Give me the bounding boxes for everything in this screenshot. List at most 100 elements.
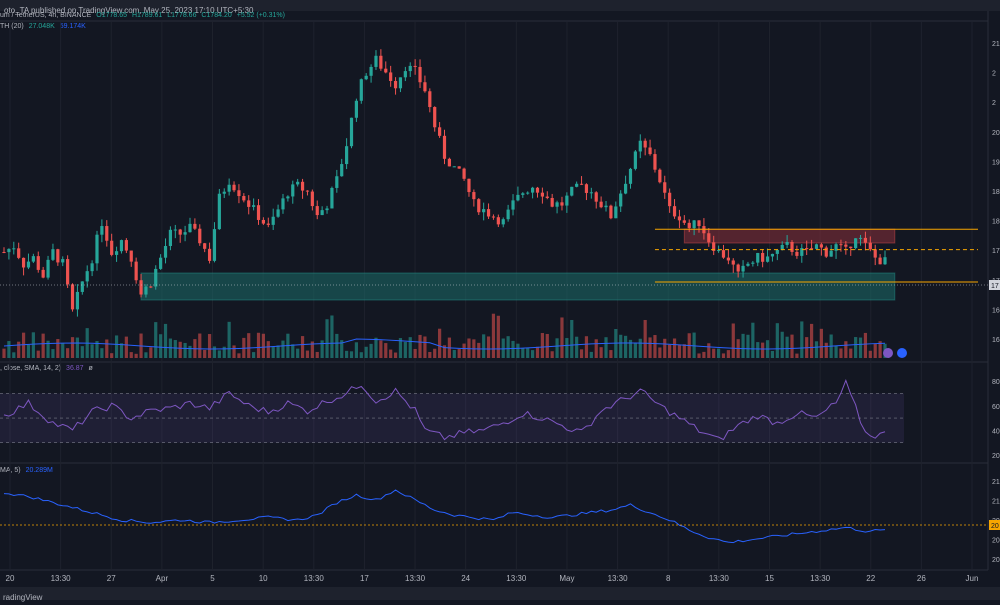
candle [579,176,584,186]
candle-body [570,186,574,196]
volume-bar [526,347,530,358]
candle [335,169,339,193]
candle [442,129,447,165]
candle [687,219,691,233]
candle-body [271,216,275,225]
symbol-legend: um / TetherUS, 4h, BINANCE O1778.65 H178… [0,12,285,19]
candle-body [51,249,55,260]
volume-bar [535,346,540,358]
candle-body [75,291,80,310]
candle [521,192,525,198]
candle-body [721,250,726,258]
candle [349,117,354,149]
volume-bar [775,323,779,358]
candle [575,181,579,188]
flag-icon [897,348,907,358]
candle-body [340,164,344,177]
candle [467,178,471,197]
candle [433,106,437,132]
candle-body [315,206,319,216]
volume-bar [658,347,662,358]
candle [540,187,544,204]
volume-bar [878,341,882,358]
volume-bar [21,332,26,358]
volume-bar [389,349,393,358]
candle-body [692,220,696,229]
candle [506,204,510,222]
volume-bar [663,338,667,358]
volume-bar [491,313,496,358]
candle [354,98,358,122]
x-tick-label: 10 [259,574,268,583]
candle-body [95,234,99,264]
candle [281,193,285,214]
candle-body [575,183,579,187]
candle [129,250,133,267]
candle-body [413,65,417,67]
high-value: H1789.61 [131,12,163,19]
x-tick-label: 13:30 [709,574,730,583]
candle [66,255,70,289]
candle [423,75,427,93]
candle-body [863,237,868,243]
volume-bar [540,333,544,358]
candle-body [873,249,877,258]
candle-body [716,250,721,252]
candle-body [144,286,148,295]
candle-body [809,248,814,250]
candle [393,77,398,95]
candle [198,224,202,246]
candle-body [726,257,730,261]
volume-bar [545,333,549,358]
candle [340,158,344,177]
candle [256,199,261,225]
candle [320,206,324,216]
volume-bar [594,339,598,358]
candle [384,61,388,74]
candle [805,240,809,255]
rsi-label: , close, SMA, 14, 2) [0,365,62,372]
x-tick-label: 27 [107,574,116,583]
candle [163,238,168,264]
candle [300,178,305,199]
candle [173,224,177,239]
footer-brand: radingView [3,593,43,602]
candle-body [403,71,407,78]
candle [315,200,319,220]
candle [491,214,496,220]
volume-bar [844,341,848,358]
volume-bar [418,334,422,358]
candle [545,191,549,200]
volume-bar [398,338,403,358]
candle [70,283,75,312]
candle [212,222,217,263]
volume-bar [271,346,275,358]
price-tick-label: 19 [992,159,1000,166]
candle-body [261,219,266,224]
volume-bar [340,340,344,358]
candle-body [7,248,11,253]
candle [159,254,163,270]
candle [261,217,266,225]
obv-tick-label: 20 [992,557,1000,564]
rsi-empty-mark: ø [88,365,93,372]
x-tick-label: May [559,574,574,583]
candle-body [824,247,828,257]
candle-body [36,256,40,270]
candle-body [21,257,26,268]
candle [193,218,197,230]
volume-bar [511,340,515,358]
candle-body [770,253,775,257]
candle-body [785,241,789,245]
price-chart[interactable]: 20 13:30 27 Apr 5 10 13:30 17 13:30 24 13:30 May 13:… [0,0,1000,587]
price-tick-label: 2 [992,100,996,107]
candle [237,184,241,204]
volume-label: TH (20) [0,23,24,30]
volume-bar [570,319,574,358]
volume-bar [408,337,412,358]
candle-body [854,238,858,249]
volume-bar [721,353,726,358]
candle-body [805,248,809,250]
x-tick-label: 13:30 [304,574,325,583]
candle-body [105,226,109,241]
